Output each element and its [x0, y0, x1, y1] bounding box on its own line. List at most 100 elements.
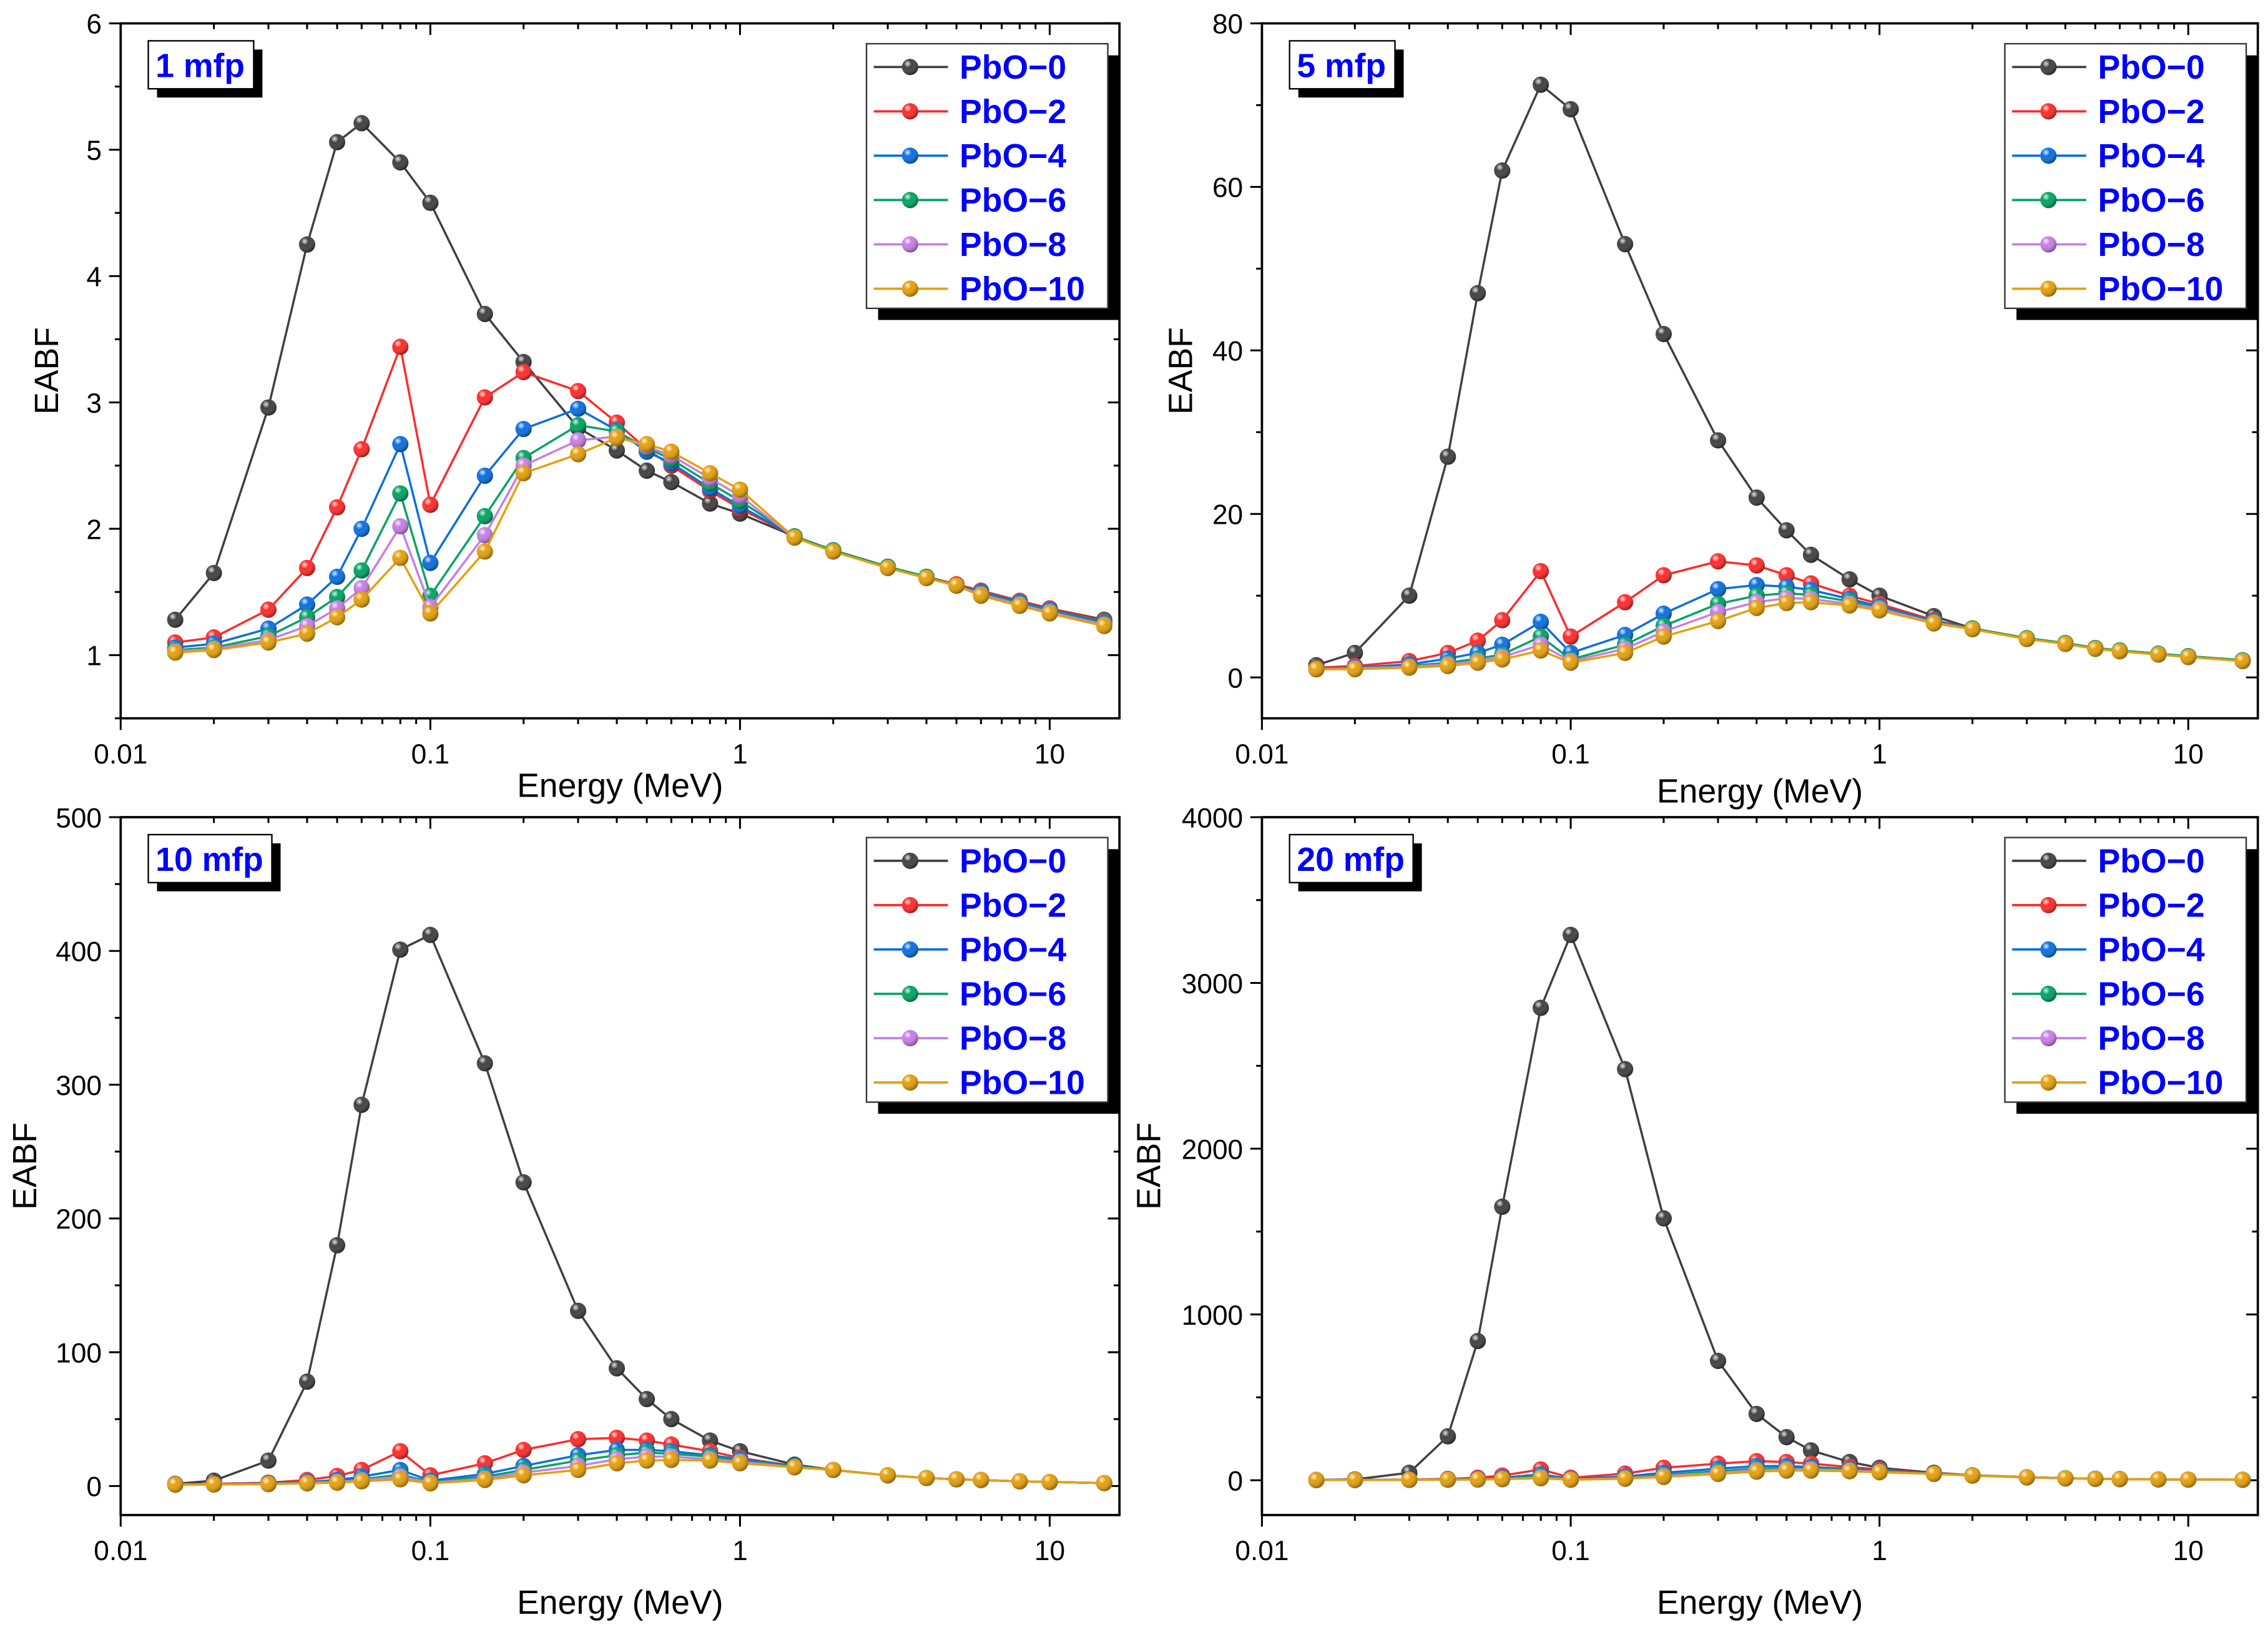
data-point-shine — [608, 1360, 626, 1377]
data-point-shine — [2111, 1471, 2128, 1488]
data-point-shine — [1617, 1470, 1634, 1487]
data-point-shine — [1440, 1428, 1456, 1445]
data-point-shine — [2234, 652, 2251, 669]
x-tick-label: 0.1 — [411, 1536, 450, 1566]
data-point-shine — [569, 1431, 587, 1448]
legend-marker-shine — [2040, 280, 2057, 297]
data-point-shine — [476, 527, 493, 544]
x-tick-label: 0.1 — [1551, 1536, 1590, 1566]
legend-label: PbO−8 — [2098, 1021, 2205, 1058]
x-axis-label: Energy (MeV) — [517, 767, 723, 804]
data-point-shine — [1347, 661, 1363, 678]
data-point-shine — [1011, 597, 1028, 614]
data-point-shine — [663, 1411, 680, 1428]
y-tick-label: 3 — [86, 388, 102, 419]
data-point-shine — [639, 1391, 655, 1408]
data-point-shine — [205, 564, 222, 581]
x-tick-label: 0.01 — [94, 1536, 147, 1566]
plot-frame — [1260, 816, 2259, 1516]
data-point-shine — [663, 443, 680, 460]
data-point-shine — [1925, 615, 1942, 632]
data-point-shine — [639, 436, 655, 453]
data-point-shine — [1655, 326, 1672, 343]
data-point-shine — [569, 383, 587, 400]
legend-label: PbO−2 — [960, 94, 1066, 130]
data-point-shine — [1563, 101, 1579, 117]
y-tick-label: 200 — [56, 1204, 102, 1235]
data-point-shine — [2234, 1471, 2251, 1488]
legend-marker-shine — [901, 147, 918, 164]
plot-frame — [119, 816, 1121, 1516]
data-point-shine — [1748, 1463, 1765, 1480]
data-point-shine — [948, 577, 965, 594]
data-point-shine — [1964, 621, 1981, 637]
data-point-shine — [515, 364, 532, 381]
legend-box — [865, 42, 1109, 310]
data-point-shine — [663, 474, 680, 491]
data-point-shine — [205, 1476, 222, 1493]
data-point-shine — [639, 1452, 655, 1469]
legend-marker-shine — [2040, 852, 2057, 869]
data-point-shine — [422, 926, 439, 943]
data-point-shine — [1925, 1465, 1942, 1483]
data-point-shine — [2180, 1471, 2197, 1488]
data-point-shine — [732, 1455, 749, 1471]
data-point-shine — [608, 1430, 626, 1446]
data-point-shine — [948, 1471, 965, 1488]
y-tick-label: 500 — [56, 803, 102, 833]
data-point-shine — [392, 549, 409, 566]
data-point-shine — [569, 432, 587, 449]
title-box — [1289, 40, 1396, 90]
data-point-shine — [1802, 1462, 1819, 1479]
data-point-shine — [1841, 597, 1858, 614]
legend-label: PbO−0 — [960, 49, 1066, 86]
y-tick-label: 5 — [86, 135, 102, 166]
legend-label: PbO−0 — [960, 843, 1066, 880]
title-box — [1289, 833, 1414, 883]
legend: PbO−0 PbO−2 PbO−4 PbO−6 PbO−8 PbO−10 — [865, 42, 1120, 320]
y-axis-label: EABF — [1163, 327, 1200, 415]
data-point-shine — [1748, 599, 1765, 616]
legend-label: PbO−10 — [960, 271, 1085, 308]
legend-box — [2004, 42, 2247, 310]
y-axis-label: EABF — [29, 327, 66, 415]
data-point-shine — [1563, 1471, 1579, 1488]
data-point-shine — [1871, 1464, 1888, 1481]
data-point-shine — [1533, 614, 1549, 631]
data-point-shine — [1709, 432, 1727, 449]
data-point-shine — [260, 634, 277, 651]
data-point-shine — [1347, 644, 1363, 661]
legend-label: PbO−6 — [2098, 976, 2205, 1013]
data-point-shine — [422, 194, 439, 211]
data-point-shine — [880, 559, 896, 576]
data-point-shine — [353, 115, 370, 132]
title-box — [147, 833, 273, 883]
data-point-shine — [2180, 649, 2197, 665]
legend-marker-shine — [901, 236, 918, 253]
legend-label: PbO−8 — [960, 1021, 1066, 1058]
legend-marker-shine — [901, 1029, 918, 1047]
data-point-shine — [1617, 644, 1634, 661]
data-point-shine — [1748, 557, 1765, 574]
chart-panel-2: 0.01 0.1 1 10 0 20 40 60 80 Energy (MeV) EABF 5 mfp… — [1163, 9, 2259, 810]
x-tick-label: 1 — [1872, 739, 1887, 770]
chart-panel-4: 0.01 0.1 1 10 0 1000 2000 3000 4000 Energy (MeV) E… — [1131, 803, 2259, 1621]
data-point-shine — [2150, 646, 2167, 663]
data-point-shine — [1308, 661, 1325, 678]
data-point-shine — [260, 399, 277, 416]
y-tick-label: 2000 — [1182, 1134, 1243, 1165]
y-tick-label: 1000 — [1182, 1300, 1243, 1331]
x-tick-label: 10 — [2173, 739, 2204, 770]
legend-marker-shine — [901, 985, 918, 1002]
data-point-shine — [392, 338, 409, 355]
data-point-shine — [1802, 546, 1819, 563]
data-point-shine — [1655, 1468, 1672, 1485]
data-point-shine — [1748, 1405, 1765, 1422]
data-point-shine — [328, 1474, 346, 1491]
legend-marker-shine — [901, 1074, 918, 1091]
data-point-shine — [880, 1467, 896, 1484]
data-point-shine — [1709, 1465, 1727, 1483]
legend-marker-shine — [2040, 941, 2057, 958]
data-point-shine — [392, 436, 409, 453]
